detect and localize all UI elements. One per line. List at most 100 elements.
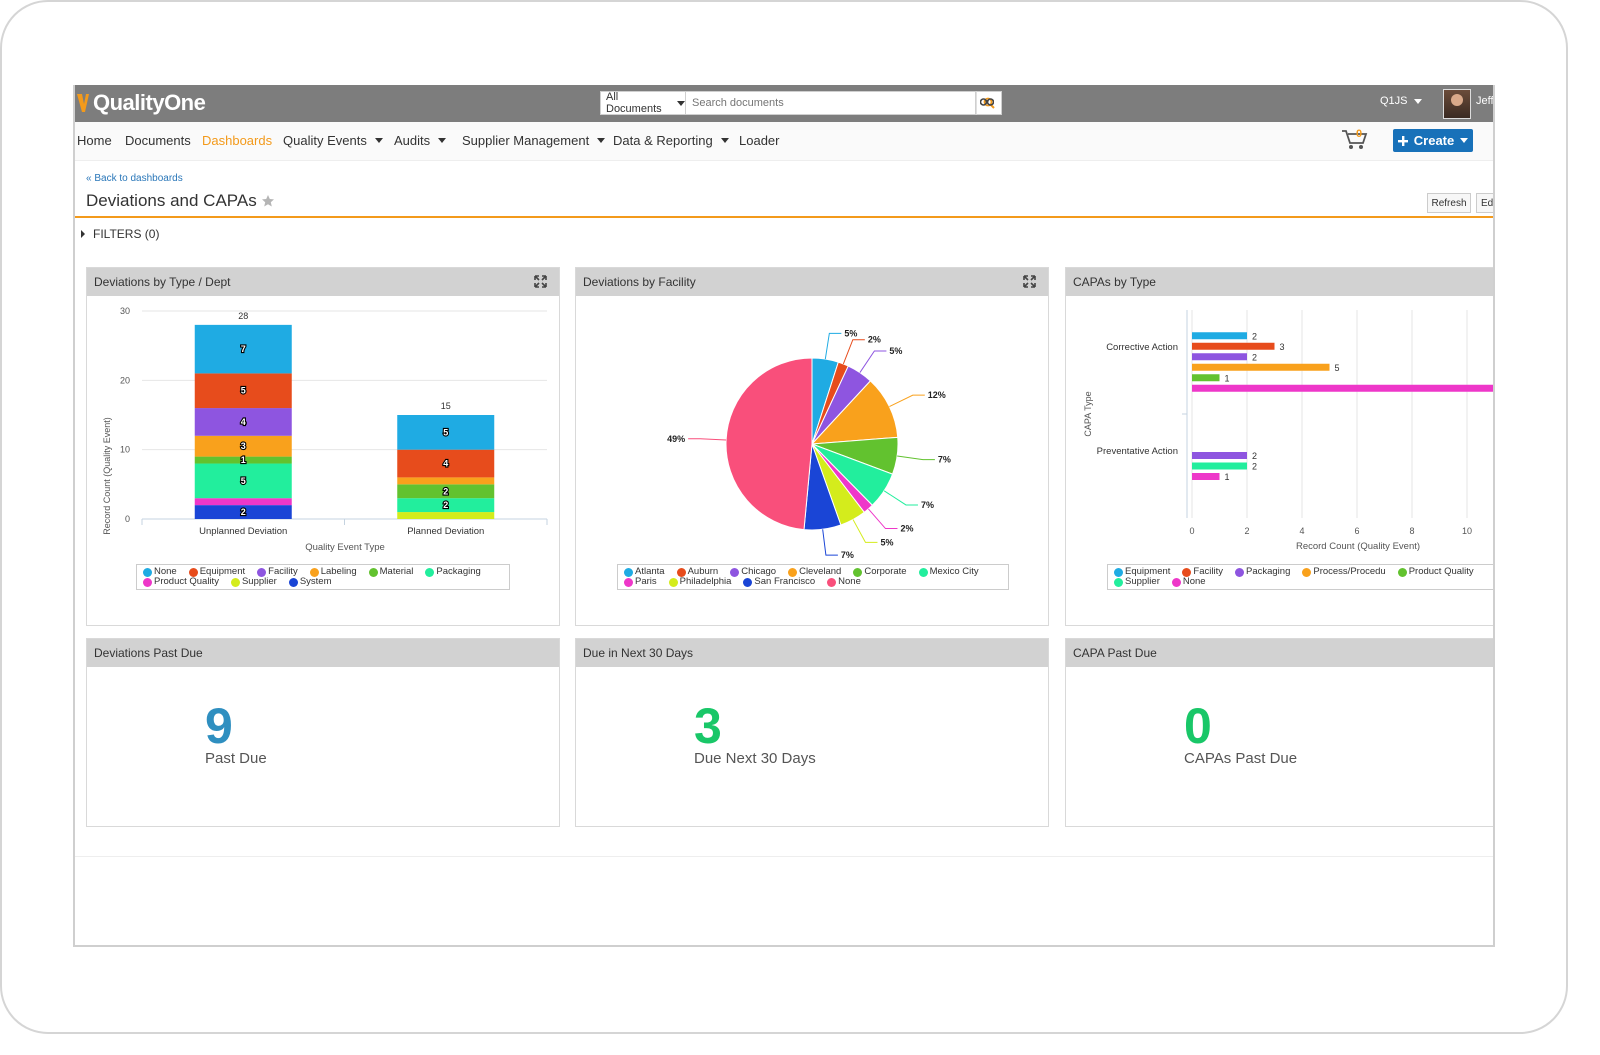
chevron-down-icon bbox=[720, 138, 729, 143]
data-label: 2 bbox=[443, 486, 448, 496]
legend-item[interactable]: Material bbox=[368, 567, 413, 577]
legend-label: Facility bbox=[1193, 566, 1223, 577]
legend-item[interactable]: Paris bbox=[624, 577, 657, 587]
bar-segment bbox=[194, 324, 292, 374]
nav-item-label: Loader bbox=[739, 133, 780, 148]
data-label: 2 bbox=[1252, 331, 1257, 341]
nav-item-label: Data & Reporting bbox=[613, 133, 713, 148]
user-name: Jeff bbox=[1476, 95, 1494, 107]
nav-item-data-reporting[interactable]: Data & Reporting bbox=[613, 133, 729, 148]
legend-item[interactable]: Facility bbox=[1182, 567, 1223, 577]
panel-due-next-30-days: Due in Next 30 Days 3 Due Next 30 Days bbox=[575, 638, 1049, 827]
bar-segment bbox=[194, 498, 292, 506]
chevron-down-icon bbox=[677, 100, 685, 106]
data-label: 5% bbox=[889, 346, 902, 356]
legend-label: Equipment bbox=[199, 566, 246, 577]
data-label: 1 bbox=[241, 455, 246, 465]
legend-item[interactable]: Equipment bbox=[1114, 567, 1170, 577]
data-label: 2% bbox=[900, 524, 913, 534]
x-tick-label: 0 bbox=[1189, 526, 1194, 536]
y-axis-label: Record Count (Quality Event) bbox=[102, 417, 112, 535]
legend-item[interactable]: Equipment bbox=[188, 566, 246, 577]
data-label: 1 bbox=[1225, 373, 1230, 383]
legend-item[interactable]: Product Quality bbox=[1397, 566, 1474, 577]
star-icon[interactable] bbox=[261, 194, 275, 208]
legend-swatch bbox=[143, 567, 152, 577]
legend-item[interactable]: Supplier bbox=[1114, 577, 1160, 587]
legend-item[interactable]: Corporate bbox=[853, 567, 907, 577]
bar bbox=[1192, 342, 1275, 350]
refresh-button[interactable]: Refresh bbox=[1427, 193, 1471, 213]
edit-button[interactable]: Ed bbox=[1476, 193, 1493, 213]
kpi-value: 3 bbox=[694, 698, 722, 754]
legend-swatch bbox=[1114, 567, 1123, 577]
legend-label: Process/Procedu bbox=[1313, 566, 1386, 577]
nav-item-dashboards[interactable]: Dashboards bbox=[202, 133, 272, 148]
legend-item[interactable]: Facility bbox=[257, 567, 298, 577]
legend-item[interactable]: Packaging bbox=[1234, 567, 1290, 577]
panel-title: CAPA Past Due bbox=[1073, 646, 1157, 660]
main-nav: Home Documents Dashboards Quality Events… bbox=[75, 122, 1493, 161]
bar-segment bbox=[194, 373, 292, 409]
create-button[interactable]: Create bbox=[1393, 129, 1473, 152]
nav-item-label: Dashboards bbox=[202, 133, 273, 148]
legend-item[interactable]: Mexico City bbox=[918, 567, 979, 577]
search-scope-dropdown[interactable]: All Documents bbox=[600, 91, 686, 115]
legend-label: Product Quality bbox=[1408, 566, 1474, 577]
nav-item-label: Supplier Management bbox=[462, 133, 590, 148]
back-to-dashboards-link[interactable]: « Back to dashboards bbox=[86, 173, 183, 184]
nav-item-loader[interactable]: Loader bbox=[739, 133, 779, 148]
legend-item[interactable]: Chicago bbox=[730, 567, 776, 577]
search-input[interactable] bbox=[686, 91, 976, 115]
legend-swatch bbox=[230, 577, 240, 587]
bar-segment bbox=[194, 505, 292, 519]
bar-segment bbox=[194, 408, 292, 436]
logo[interactable]: QualityOne bbox=[77, 88, 206, 118]
legend-swatch bbox=[1114, 577, 1123, 587]
connector-line bbox=[868, 508, 898, 530]
connector-line bbox=[897, 455, 935, 461]
avatar[interactable] bbox=[1443, 89, 1471, 119]
legend-item[interactable]: San Francisco bbox=[743, 577, 815, 587]
legend-item[interactable]: Packaging bbox=[425, 567, 481, 577]
nav-item-label: Documents bbox=[125, 133, 191, 148]
legend-item[interactable]: Cleveland bbox=[788, 567, 841, 577]
binoculars-icon[interactable] bbox=[980, 97, 994, 106]
legend-item[interactable]: None bbox=[827, 577, 861, 587]
user-menu-dropdown[interactable]: Q1JS bbox=[1380, 95, 1422, 107]
bar-segment bbox=[194, 435, 292, 457]
y-tick-label: 20 bbox=[120, 375, 130, 385]
legend-item[interactable]: Labeling bbox=[309, 567, 357, 577]
expand-icon[interactable] bbox=[534, 275, 547, 288]
legend-item[interactable]: Supplier bbox=[230, 577, 277, 587]
legend-swatch bbox=[624, 567, 633, 577]
expand-icon[interactable] bbox=[1023, 275, 1036, 288]
legend-item[interactable]: System bbox=[288, 577, 332, 587]
legend-swatch bbox=[918, 567, 928, 577]
nav-item-audits[interactable]: Audits bbox=[394, 133, 447, 148]
nav-item-documents[interactable]: Documents bbox=[125, 133, 191, 148]
nav-item-home[interactable]: Home bbox=[77, 133, 112, 148]
bar bbox=[1192, 473, 1220, 480]
legend-item[interactable]: None bbox=[143, 567, 177, 577]
panel-title: Deviations by Facility bbox=[583, 275, 696, 289]
bar-segment bbox=[397, 477, 495, 485]
nav-item-quality-events[interactable]: Quality Events bbox=[283, 133, 383, 148]
nav-item-supplier-management[interactable]: Supplier Management bbox=[462, 133, 606, 148]
legend-swatch bbox=[668, 577, 678, 587]
page-title-text: Deviations and CAPAs bbox=[86, 191, 257, 210]
panel-header: CAPA Past Due bbox=[1066, 639, 1493, 667]
y-tick-label: Preventative Action bbox=[1097, 446, 1178, 457]
legend-item[interactable]: Philadelphia bbox=[668, 577, 731, 587]
cart-icon[interactable] bbox=[1340, 127, 1368, 151]
create-label: Create bbox=[1413, 133, 1455, 148]
filters-toggle[interactable]: FILTERS (0) bbox=[81, 227, 159, 241]
legend-swatch bbox=[730, 567, 740, 577]
legend-item[interactable]: Auburn bbox=[676, 567, 718, 577]
legend-item[interactable]: Process/Procedu bbox=[1302, 566, 1386, 577]
panel-deviations-by-facility: Deviations by Facility 5% 2% 5% 12% 7% 7% 2% 5%… bbox=[575, 267, 1049, 626]
legend-item[interactable]: Atlanta bbox=[624, 567, 665, 577]
legend-item[interactable]: None bbox=[1171, 577, 1206, 587]
data-label: 3 bbox=[1280, 342, 1285, 352]
legend-item[interactable]: Product Quality bbox=[143, 577, 219, 587]
